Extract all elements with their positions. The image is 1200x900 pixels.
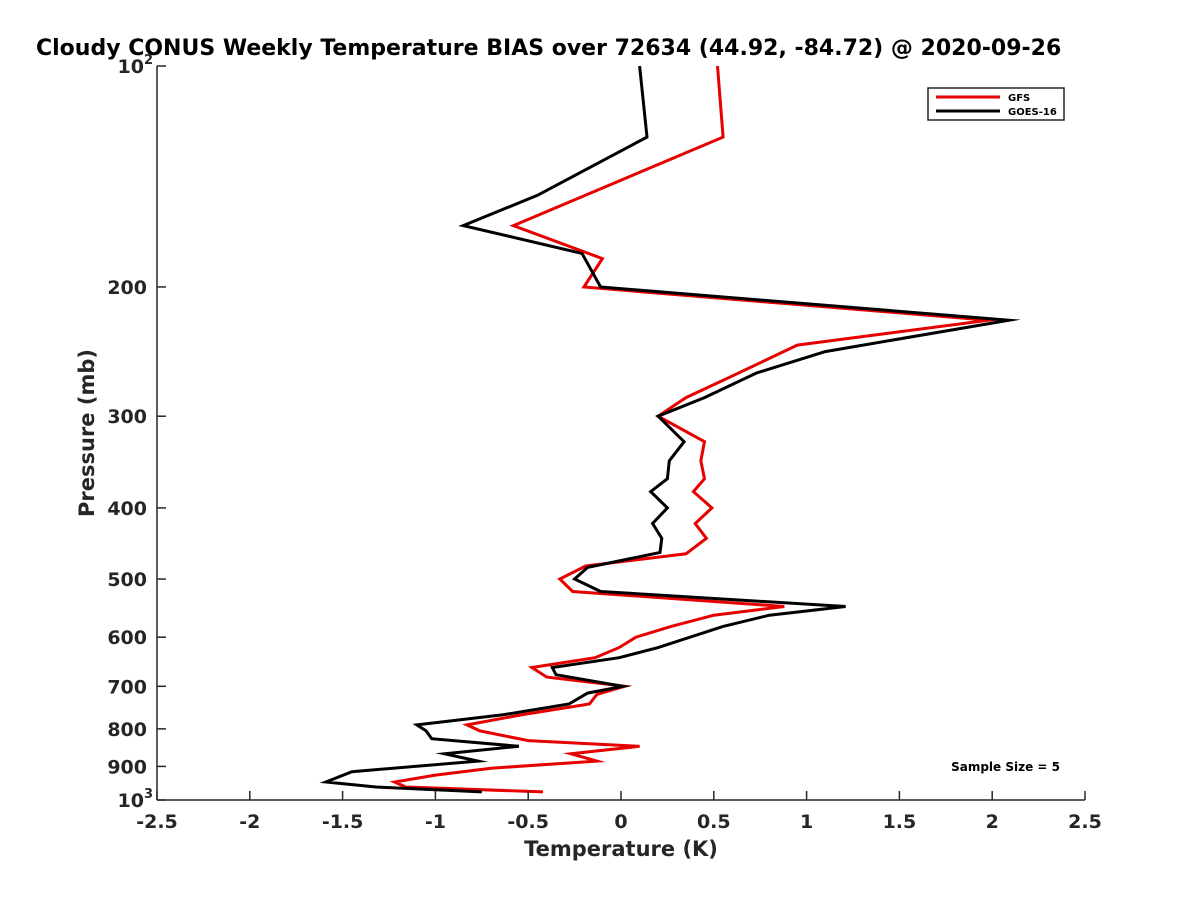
y-tick-label: 200 xyxy=(107,277,147,299)
sample-size-annotation: Sample Size = 5 xyxy=(951,760,1060,774)
legend-label: GFS xyxy=(1008,93,1030,104)
x-tick-label: -1 xyxy=(425,811,446,833)
y-tick-label: 500 xyxy=(107,569,147,591)
x-tick-label: 2 xyxy=(986,811,999,833)
y-tick-label: 900 xyxy=(107,756,147,778)
x-tick-label: 2.5 xyxy=(1068,811,1102,833)
y-tick-label: 800 xyxy=(107,719,147,741)
legend-box xyxy=(927,87,1065,121)
y-axis-label: Pressure (mb) xyxy=(75,349,99,517)
legend: GFS GOES-16 xyxy=(927,87,1065,121)
x-tick-label: 0 xyxy=(614,811,627,833)
legend-label: GOES-16 xyxy=(1008,107,1057,118)
x-tick-label: -2 xyxy=(239,811,260,833)
y-tick-label: 102 xyxy=(118,53,154,78)
series-line-gfs xyxy=(389,65,1003,794)
y-tick-label: 700 xyxy=(107,676,147,698)
y-tick-label: 103 xyxy=(118,787,154,812)
series-line-goes-16 xyxy=(319,65,1021,794)
x-axis-label: Temperature (K) xyxy=(524,837,718,861)
y-tick-label: 300 xyxy=(107,406,147,428)
x-tick-label: -0.5 xyxy=(507,811,549,833)
axes: -2.5 -2 -1.5 -1 -0.5 0 0.5 1 1.5 2 2.5 102 200 300 400… xyxy=(107,53,1102,833)
x-tick-label: 1 xyxy=(800,811,813,833)
x-tick-label: 1.5 xyxy=(883,811,917,833)
x-tick-label: -2.5 xyxy=(136,811,178,833)
y-tick-label: 600 xyxy=(107,627,147,649)
series-layer xyxy=(319,65,1021,794)
x-tick-label: -1.5 xyxy=(322,811,364,833)
x-tick-label: 0.5 xyxy=(697,811,731,833)
chart-title: Cloudy CONUS Weekly Temperature BIAS ove… xyxy=(36,36,1061,61)
y-tick-label: 400 xyxy=(107,498,147,520)
